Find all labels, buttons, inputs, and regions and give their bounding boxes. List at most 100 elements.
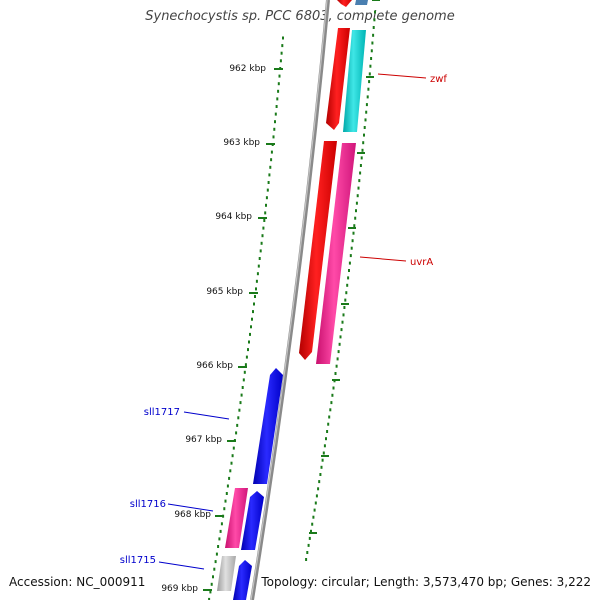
scale-dot — [259, 249, 262, 253]
scale-dot — [357, 186, 360, 190]
scale-dot — [224, 499, 227, 503]
scale-dot — [255, 279, 258, 283]
scale-dot — [223, 507, 226, 511]
scale-dot — [217, 545, 220, 548]
scale-dot — [328, 415, 331, 419]
tick-label: 966 kbp — [196, 361, 233, 371]
scale-dot — [249, 332, 251, 336]
gene-zwf[interactable] — [343, 30, 366, 132]
scale-dot — [312, 515, 315, 519]
scale-dot — [230, 461, 233, 465]
scale-dot — [368, 80, 371, 84]
scale-dot — [370, 57, 373, 60]
scale-dot — [226, 484, 229, 488]
scale-dot — [321, 458, 324, 462]
gene-sll1717[interactable] — [253, 368, 283, 484]
scale-dot — [218, 537, 221, 541]
scale-dot — [265, 196, 268, 200]
scale-dot — [268, 173, 271, 177]
callout-line-uvrA — [359, 256, 407, 262]
gene-label-sll1715[interactable]: sll1715 — [120, 555, 156, 566]
gene-sll1716[interactable] — [241, 491, 264, 550]
scale-dot — [365, 110, 368, 114]
scale-dot — [209, 590, 212, 594]
scale-dot — [257, 264, 260, 268]
scale-dot — [317, 487, 320, 491]
scale-dot — [242, 378, 245, 382]
scale-dot — [280, 51, 283, 55]
scale-dot — [305, 558, 308, 561]
scale-dot — [260, 241, 263, 245]
gene-sll1715[interactable] — [217, 556, 236, 591]
scale-dot — [277, 82, 280, 86]
gene-bottom-blue[interactable] — [233, 560, 252, 600]
scale-dot — [266, 188, 269, 192]
scale-dot — [351, 239, 354, 243]
scale-dot — [254, 295, 256, 298]
gene-label-uvrA[interactable]: uvrA — [410, 257, 433, 268]
scale-dot — [251, 317, 253, 321]
callout-line-sll1715 — [158, 561, 205, 570]
scale-dot — [346, 283, 349, 287]
gene-label-sll1716[interactable]: sll1716 — [130, 499, 166, 510]
tick-label: 963 kbp — [223, 138, 260, 148]
scale-dot — [339, 335, 342, 339]
scale-dot — [338, 342, 341, 346]
scale-dot — [220, 522, 223, 526]
scale-dot — [274, 112, 277, 116]
scale-dot — [215, 552, 218, 556]
scale-dot — [210, 582, 213, 586]
gene-top-steel[interactable] — [355, 0, 368, 5]
scale-dot — [263, 219, 266, 222]
scale-dot — [341, 320, 344, 324]
gene-top-red[interactable] — [337, 0, 352, 7]
scale-dot — [320, 465, 323, 469]
scale-dot — [367, 87, 370, 91]
scale-dot — [264, 211, 267, 215]
scale-dot — [366, 95, 369, 99]
scale-dot — [214, 560, 217, 564]
scale-dot — [355, 201, 358, 205]
scale-dot — [369, 64, 372, 68]
scale-dot — [359, 164, 362, 167]
scale-dot — [360, 156, 363, 160]
gene-red-2[interactable] — [299, 141, 337, 360]
gene-label-sll1717[interactable]: sll1717 — [144, 407, 180, 418]
scale-dot — [348, 269, 350, 272]
gene-uvrA[interactable] — [316, 143, 356, 364]
scale-dot — [213, 567, 216, 571]
scale-dot — [344, 298, 347, 302]
genome-info-text: Topology: circular; Length: 3,573,470 bp… — [261, 575, 591, 589]
scale-dot — [311, 522, 314, 526]
scale-dot — [256, 272, 259, 276]
scale-dot — [248, 340, 250, 344]
scale-dot — [240, 393, 243, 397]
scale-dot — [239, 401, 242, 405]
genome-backbone — [250, 0, 330, 600]
genes — [217, 0, 368, 600]
scale-dot — [349, 254, 352, 258]
scale-dot — [342, 313, 345, 317]
scale-dot — [327, 422, 330, 426]
scale-dot — [354, 216, 357, 220]
gene-label-zwf[interactable]: zwf — [430, 74, 447, 85]
scale-dot — [322, 451, 325, 455]
scale-dot — [326, 430, 329, 433]
gene-pink-968[interactable] — [225, 488, 248, 548]
scale-dot — [361, 148, 364, 152]
scale-dot — [372, 33, 375, 37]
scale-dot — [323, 444, 326, 448]
scale-dot — [274, 120, 276, 124]
scale-dot — [244, 363, 247, 367]
scale-dot — [265, 203, 267, 207]
scale-dot — [253, 302, 255, 306]
scale-dot — [269, 165, 272, 169]
tick-label: 968 kbp — [174, 510, 211, 520]
tick-label: 962 kbp — [229, 64, 266, 74]
scale-dot — [329, 408, 332, 412]
scale-dot — [319, 473, 322, 476]
tick-label: 969 kbp — [161, 584, 198, 594]
scale-dot — [330, 401, 333, 405]
scale-dot — [340, 328, 343, 332]
gene-red-1[interactable] — [326, 28, 350, 130]
